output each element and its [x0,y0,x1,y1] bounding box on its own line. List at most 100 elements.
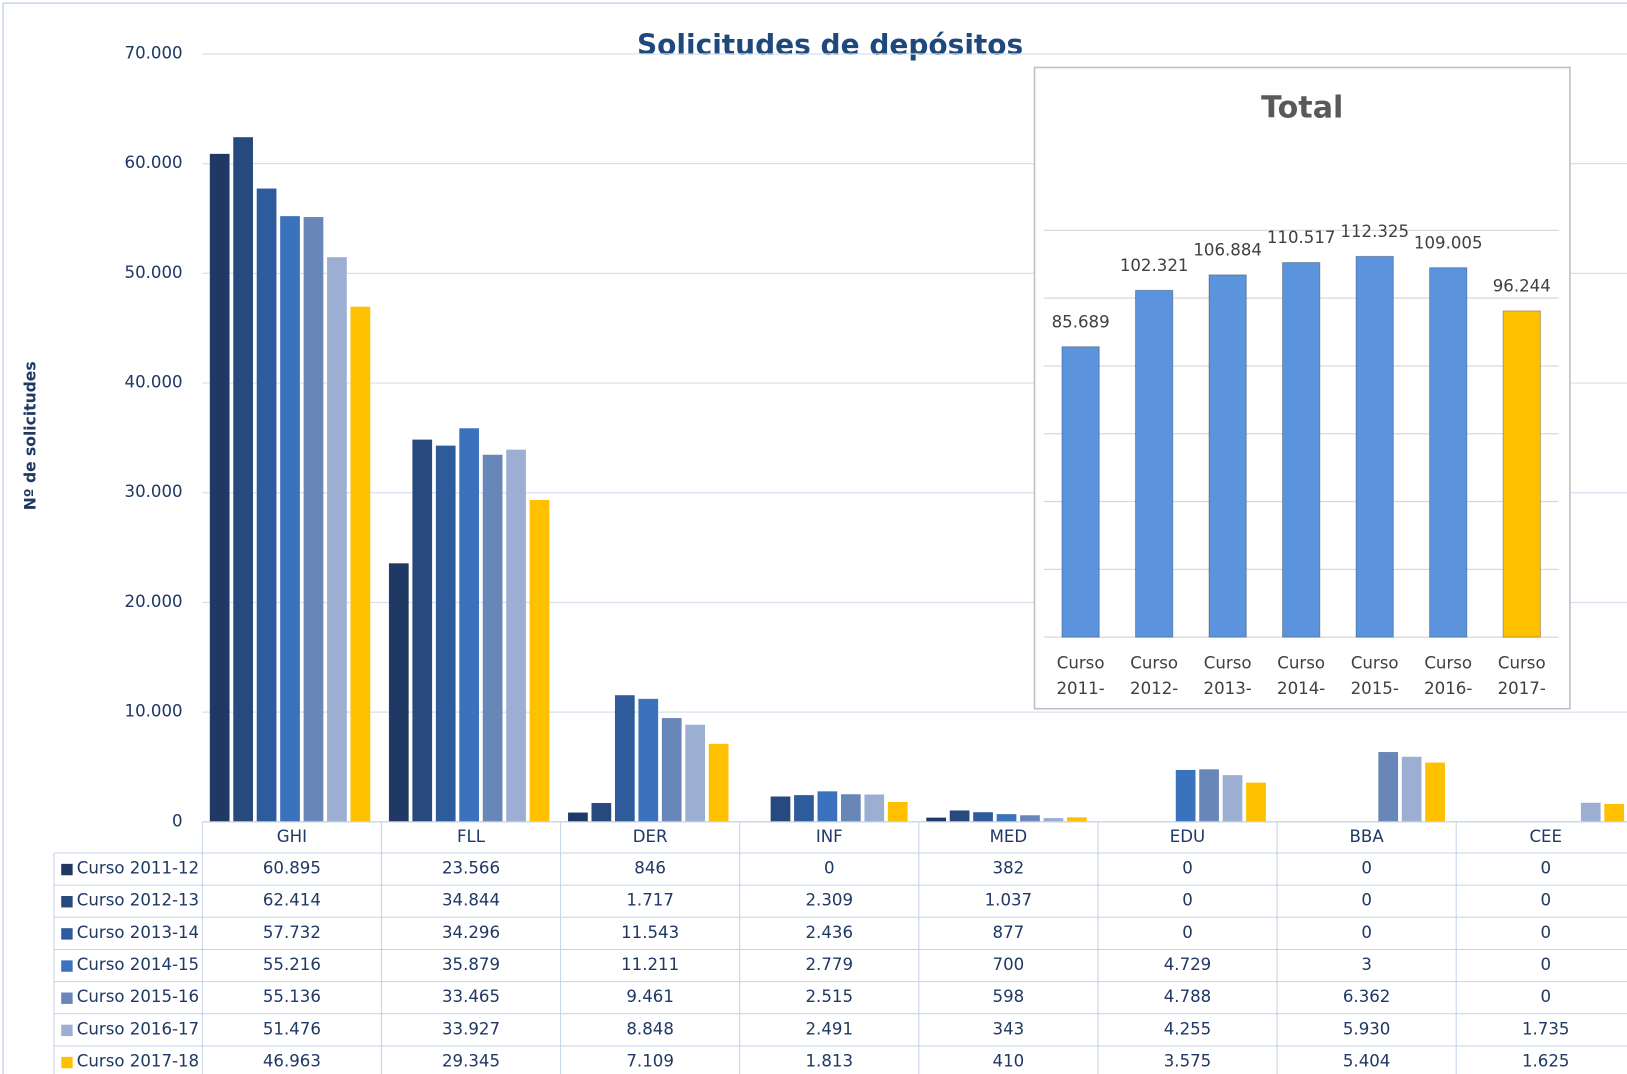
bar [794,795,814,822]
bar [817,791,838,822]
legend-label: Curso 2015-16 [77,987,199,1006]
x-tick-label: Curso 2012-13 [1130,652,1179,706]
table-cell: 4.788 [1164,987,1212,1006]
inset-bar [1429,267,1468,638]
legend-swatch [61,863,73,876]
data-label: 110.517 [1267,228,1336,247]
bar [482,454,503,822]
table-cell: 410 [993,1052,1025,1071]
table-cell: 5.930 [1343,1019,1391,1038]
x-tick-label-box: Curso 2017-18 [1497,652,1546,706]
bar [614,695,635,822]
bar [506,449,526,822]
x-tick-label: Curso 2016-17 [1424,652,1473,706]
table-cell: 51.476 [263,1019,321,1038]
data-label: 96.244 [1493,277,1551,296]
bar [770,796,791,822]
table-cell: 382 [993,859,1025,878]
table-cell: 35.879 [442,955,500,974]
x-tick-label-box: Curso 2014-15 [1277,652,1326,706]
data-label: 112.325 [1340,222,1409,241]
x-tick-label-box: Curso 2011-12 [1056,653,1104,706]
table-cell: 1.037 [985,891,1033,910]
data-label: 109.005 [1414,233,1483,252]
y-tick-label: 0 [172,811,183,830]
table-cell: 11.543 [621,923,679,942]
legend-swatch [61,1024,73,1037]
legend-label: Curso 2013-14 [77,923,199,942]
x-tick-label: Curso 2017-18 [1497,652,1546,706]
bar [1401,756,1422,822]
table-cell: 700 [993,955,1025,974]
x-tick-label-box: Curso 2016-17 [1424,652,1473,706]
bar [1020,815,1040,822]
bar [1425,762,1445,822]
inset-bar [1061,346,1100,638]
table-cell: 3.575 [1164,1052,1212,1071]
table-cell: 343 [993,1019,1025,1038]
table-cell: 0 [1361,859,1372,878]
bar [1067,817,1087,822]
table-cell: 29.345 [442,1052,500,1071]
table-cell: 60.895 [263,859,321,878]
table-cell: 2.515 [806,987,854,1006]
inset-bar [1281,262,1321,638]
table-cell: 2.779 [806,955,854,974]
bar [708,743,729,822]
bar [1043,818,1064,822]
table-cell: 62.414 [263,891,321,910]
legend-swatch [61,992,73,1004]
bar [388,563,409,822]
table-cell: 2.491 [806,1019,854,1038]
x-tick-label: Curso 2015-16 [1350,652,1399,706]
bar [435,445,456,822]
table-cell: 34.296 [442,923,500,942]
table-cell: 598 [993,987,1025,1006]
bar [1604,804,1625,822]
table-cell: 1.735 [1522,1019,1570,1038]
x-tick-label-box: Curso 2015-16 [1350,652,1399,706]
table-cell: 0 [1361,923,1372,942]
bar [949,810,970,822]
bar [1246,782,1266,822]
table-cell: 1.717 [626,891,674,910]
table-cell: 2.436 [806,923,854,942]
x-tick-label-box: Curso 2012-13 [1130,652,1179,706]
x-tick-label: FLL [457,827,486,846]
inset-bar [1134,289,1174,638]
table-cell: 4.255 [1164,1019,1212,1038]
inset-bar [1208,274,1247,638]
table-cell: 0 [1540,923,1551,942]
bar [209,153,230,822]
bar [459,428,480,822]
table-cell: 33.927 [442,1019,500,1038]
table-cell: 34.844 [442,891,500,910]
bar [661,718,682,822]
legend-swatch [61,960,73,972]
inset-bar [1502,310,1541,638]
bar [685,724,706,822]
table-cell: 0 [1182,891,1193,910]
x-tick-label: DER [633,827,668,846]
table-cell: 2.309 [806,891,854,910]
y-tick-label: 10.000 [125,702,183,721]
table-cell: 846 [634,859,666,878]
data-label: 85.689 [1052,312,1110,331]
bar [1378,752,1399,822]
bar [233,137,253,822]
bar [1222,775,1243,822]
legend-swatch [61,928,73,940]
y-tick-label: 60.000 [125,153,183,172]
x-tick-label: Curso 2014-15 [1277,652,1326,706]
bar [591,802,612,822]
table-cell: 0 [1182,859,1193,878]
bar [568,812,588,822]
y-tick-label: 50.000 [125,263,183,282]
legend-label: Curso 2017-18 [77,1052,199,1071]
table-cell: 46.963 [263,1052,321,1071]
legend-label: Curso 2014-15 [77,955,199,974]
table-cell: 57.732 [263,923,321,942]
bar [973,812,993,822]
